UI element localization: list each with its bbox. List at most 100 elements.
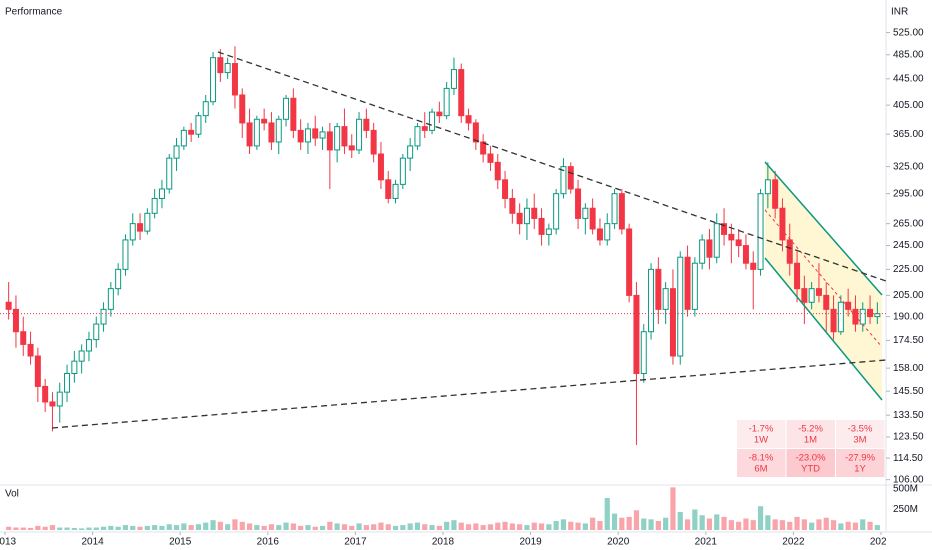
performance-value: -23.0% [795,453,826,464]
volume-bar [378,522,384,530]
candle-body [662,288,669,310]
volume-bar [772,519,778,530]
volume-bar [298,525,304,530]
channel-mid [764,209,883,348]
volume-bar [458,522,464,530]
volume-bar [860,519,866,530]
performance-cell [836,420,885,448]
volume-bar [633,510,640,530]
candle-body [56,391,63,407]
time-axis: 2013 2014 2015 2016 2017 2018 2019 2020 2021 2022… [0,532,893,548]
volume-bar [779,520,786,530]
volume-bar [159,525,165,530]
volume-bar [757,506,764,530]
performance-period: 6M [754,464,767,475]
volume-bar [765,515,771,530]
candle-body [618,193,625,230]
volume-bar [692,509,698,530]
volume-bar [414,522,421,530]
performance-cell [786,449,835,477]
y-tick-label: 405.00 [893,100,924,111]
candle-body [144,212,151,232]
candle-body [677,256,684,357]
candle-body [107,288,114,310]
volume-bar [502,521,508,530]
volume-bar [590,517,596,530]
y-tick-label: 225.00 [893,264,924,275]
volume-bar [852,522,859,530]
candle-body [742,245,749,264]
candle-body [122,239,129,270]
candle-body [261,118,268,124]
volume-bar [568,521,574,530]
volume-bar [64,527,70,530]
candle-body [764,179,771,195]
performance-period: 1M [804,435,817,446]
candle-body [626,228,633,296]
volume-bar [874,525,880,530]
candle-body [786,239,793,264]
volume-bar [517,524,523,530]
volume-bar [341,524,348,530]
candle-body [414,126,421,147]
volume-bar [312,526,318,530]
volume-bar [203,522,209,530]
volume-bar [327,521,333,530]
volume-bar [582,523,588,530]
volume-bar [407,523,413,530]
candle-body [611,193,618,225]
y-tick-label: 174.50 [893,335,924,346]
x-tick-label: 2023 [870,537,893,548]
volume-bar [79,528,85,530]
candle-body [640,331,647,375]
candle-body [348,145,355,151]
candle-body [458,69,465,117]
volume-bar [743,518,749,530]
volume-bar [115,526,121,530]
volume-bar [611,513,618,530]
volume-bar [451,520,457,530]
candle-body [830,308,837,333]
volume-bar [845,521,851,530]
candle-body [443,87,450,117]
candle-body [845,301,852,310]
volume-bar [42,526,48,530]
volume-bar [495,522,501,530]
volume-bar [721,516,727,530]
volume-bar [626,516,632,530]
candle-body [837,301,844,333]
candle-body [370,129,377,155]
volume-bar [181,523,187,530]
candle-body [421,126,428,131]
volume-bar [71,527,77,530]
candle-body [71,360,78,375]
volume-bar [152,525,158,530]
volume-bar [794,516,800,530]
channel-fill [765,162,882,400]
performance-period: 1W [754,435,768,446]
y-tick-label: 114.50 [893,453,923,464]
candle-body [450,69,457,89]
candle-body [823,294,830,310]
performance-period: YTD [801,464,820,475]
volume-bar [560,519,567,530]
candle-body [502,179,509,199]
volume-bar [670,487,676,530]
y-tick-label: 525.00 [893,27,924,38]
candle-body [604,223,611,241]
candle-body [231,63,238,96]
candle-body [655,268,662,310]
y-tick-label: 485.00 [893,49,924,60]
candle-body [290,97,297,131]
y-tick-label: 123.50 [893,432,924,443]
volume-bar [575,522,581,530]
candle-body [516,212,523,225]
candle-body [801,288,808,303]
candle-body [195,115,202,135]
candle-body [487,153,494,163]
performance-cell [737,449,786,477]
candle-body [5,301,12,310]
candle-body [779,207,786,241]
volume-bar [100,526,107,530]
